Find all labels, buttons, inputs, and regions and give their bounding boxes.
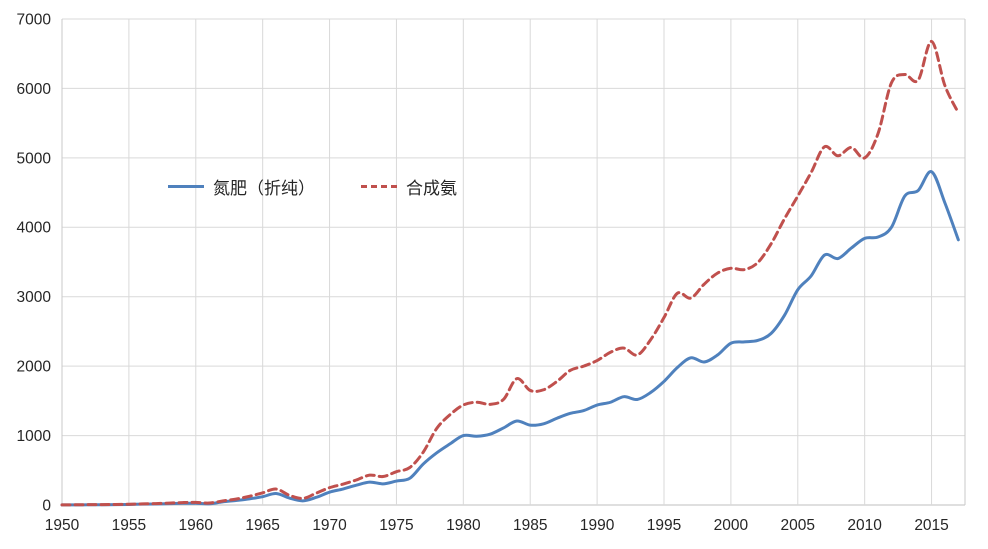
legend-line-swatch-dashed <box>361 185 397 188</box>
x-axis-tick-label: 1960 <box>179 517 214 534</box>
x-axis-tick-label: 1980 <box>446 517 481 534</box>
y-axis-tick-label: 5000 <box>17 150 52 167</box>
x-axis-tick-label: 1985 <box>513 517 547 534</box>
y-axis-tick-label: 7000 <box>17 11 52 28</box>
y-axis-tick-label: 3000 <box>17 289 52 306</box>
x-axis-tick-label: 2015 <box>914 517 948 534</box>
x-axis-tick-label: 1965 <box>245 517 279 534</box>
x-axis-tick-label: 2000 <box>714 517 749 534</box>
y-axis-tick-label: 1000 <box>17 428 52 445</box>
y-axis-tick-label: 4000 <box>17 220 52 237</box>
legend-item-nitrogen-fertilizer: 氮肥（折纯） <box>168 174 315 199</box>
legend-label-nitrogen-fertilizer: 氮肥（折纯） <box>213 179 315 198</box>
y-axis-tick-label: 6000 <box>17 81 52 98</box>
y-axis-tick-label: 2000 <box>17 359 52 376</box>
legend-line-swatch-solid <box>168 185 204 188</box>
legend: 氮肥（折纯） 合成氨 <box>168 174 457 199</box>
legend-label-synthetic-ammonia: 合成氨 <box>406 179 457 198</box>
y-axis-tick-label: 0 <box>42 497 51 514</box>
x-axis-tick-label: 1955 <box>112 517 146 534</box>
x-axis-tick-label: 1950 <box>45 517 80 534</box>
x-axis-tick-label: 1970 <box>312 517 347 534</box>
series-line-nitrogen-fertilizer <box>60 170 960 507</box>
legend-item-synthetic-ammonia: 合成氨 <box>361 174 457 199</box>
x-axis-tick-label: 1995 <box>647 517 681 534</box>
x-axis-tick-label: 2010 <box>847 517 882 534</box>
series-line-synthetic-ammonia <box>60 39 960 507</box>
x-axis-tick-label: 1990 <box>580 517 615 534</box>
x-axis-tick-label: 2005 <box>781 517 815 534</box>
x-axis-tick-label: 1975 <box>379 517 413 534</box>
